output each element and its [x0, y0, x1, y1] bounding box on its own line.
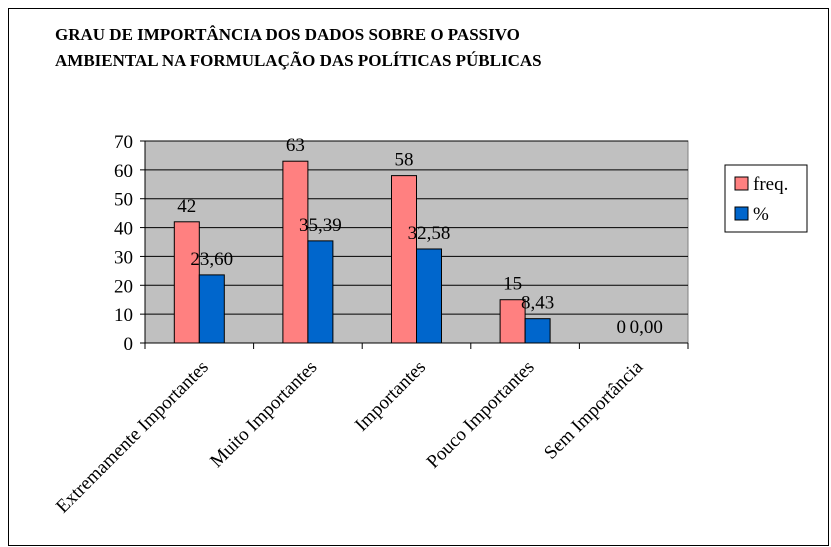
- data-label-freq: 15: [503, 274, 522, 295]
- bar-percent: [198, 274, 225, 344]
- legend-swatch: [734, 176, 749, 191]
- bar-percent: [524, 318, 551, 344]
- bar-freq: [282, 160, 309, 344]
- y-tick-label: 20: [114, 276, 133, 297]
- data-label-freq: 42: [177, 196, 196, 217]
- legend-swatch: [734, 206, 749, 221]
- bar-freq: [499, 299, 526, 344]
- legend-label: freq.: [753, 174, 788, 195]
- y-tick-label: 30: [114, 247, 133, 268]
- y-tick-label: 60: [114, 161, 133, 182]
- bar-percent: [307, 240, 334, 344]
- chart-title-line-1: GRAU DE IMPORTÂNCIA DOS DADOS SOBRE O PA…: [55, 25, 520, 44]
- data-label-percent: 8,43: [521, 293, 554, 314]
- legend: [724, 164, 808, 233]
- x-category-label: Muito Importantes: [206, 357, 321, 472]
- x-category-label: Pouco Importantes: [423, 357, 539, 473]
- bar-percent: [416, 248, 442, 344]
- y-tick-label: 0: [124, 334, 134, 355]
- x-category-label: Sem Importância: [540, 356, 647, 463]
- x-category-label: Extremamente Importantes: [52, 357, 213, 518]
- data-label-percent: 32,58: [408, 223, 451, 244]
- chart-title: GRAU DE IMPORTÂNCIA DOS DADOS SOBRE O PA…: [55, 22, 655, 74]
- bar-freq: [173, 221, 200, 344]
- data-label-freq: 0: [616, 317, 626, 338]
- bar-freq: [391, 175, 417, 344]
- x-category-label: Importantes: [351, 357, 430, 436]
- data-label-percent: 35,39: [299, 215, 342, 236]
- y-tick-label: 70: [114, 132, 133, 153]
- data-label-percent: 0,00: [630, 317, 663, 338]
- chart-title-line-2: AMBIENTAL NA FORMULAÇÃO DAS POLÍTICAS PÚ…: [55, 51, 542, 70]
- y-tick-label: 10: [114, 305, 133, 326]
- data-label-freq: 58: [395, 150, 414, 171]
- data-label-freq: 63: [286, 135, 305, 156]
- data-label-percent: 23,60: [190, 249, 233, 270]
- legend-label: %: [753, 204, 769, 225]
- y-tick-label: 40: [114, 219, 133, 240]
- y-tick-label: 50: [114, 190, 133, 211]
